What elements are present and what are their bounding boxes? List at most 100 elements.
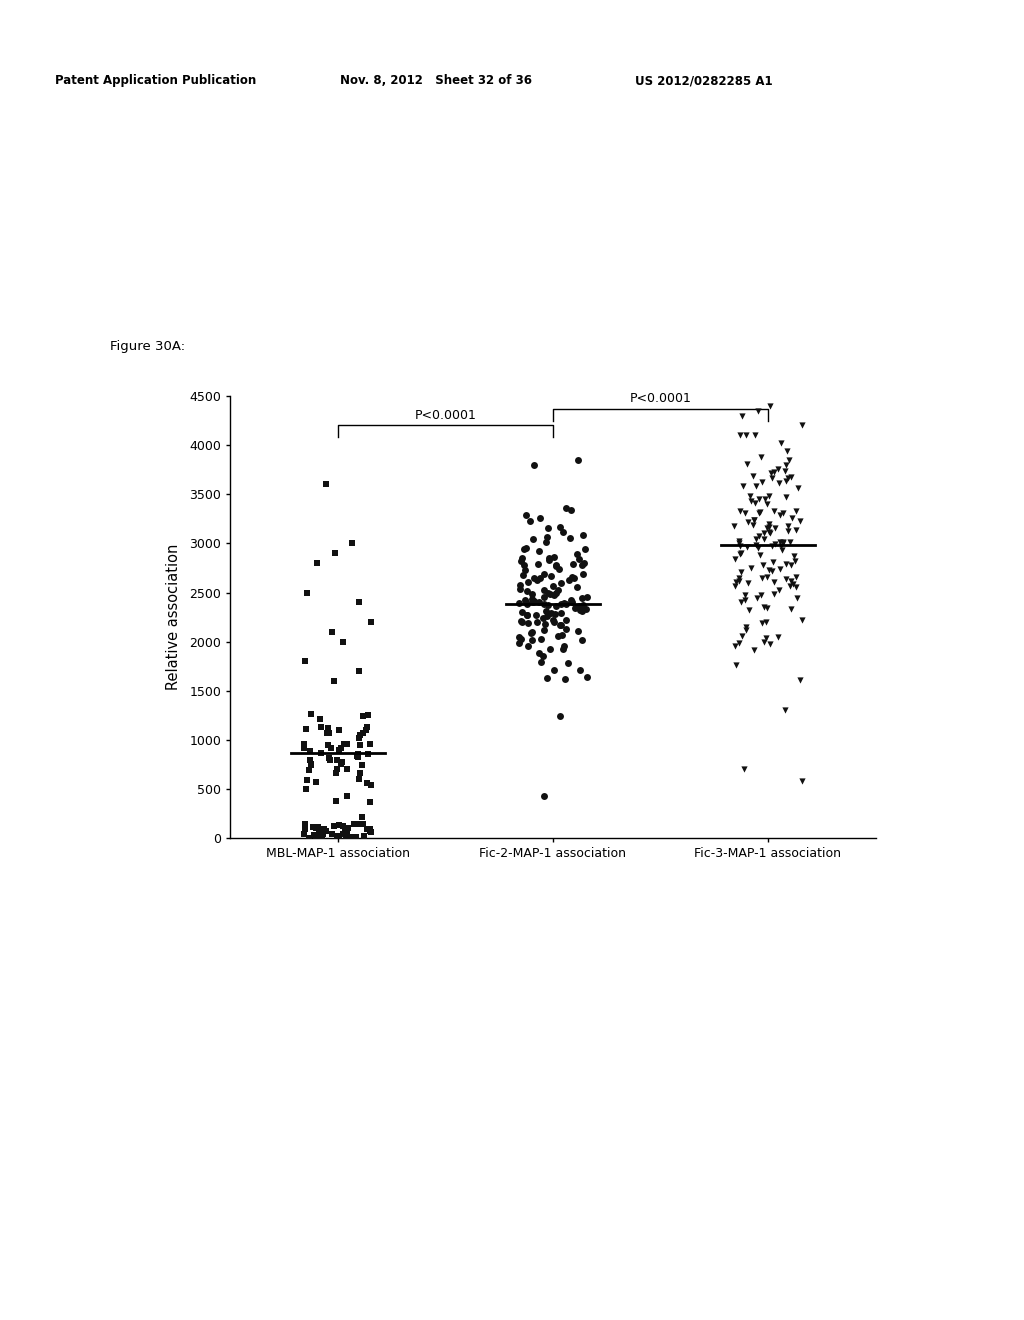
Point (339, 817, 355, 838)
Point (307, 825, 324, 846)
Point (519, 581, 536, 602)
Point (556, 593, 572, 614)
Point (764, 561, 780, 582)
Point (350, 660, 367, 681)
Point (786, 550, 803, 572)
Point (757, 488, 773, 510)
Point (772, 433, 788, 454)
Point (733, 562, 750, 583)
Point (538, 601, 554, 622)
Point (748, 535, 764, 556)
Point (762, 523, 778, 544)
Point (310, 822, 327, 843)
Point (297, 818, 313, 840)
Point (540, 605, 556, 626)
Point (323, 738, 339, 759)
Point (524, 583, 541, 605)
Point (326, 671, 342, 692)
Point (739, 453, 756, 474)
Point (733, 591, 750, 612)
Point (315, 818, 332, 840)
Point (302, 750, 318, 771)
Point (321, 747, 337, 768)
Point (554, 624, 570, 645)
Point (528, 611, 545, 632)
Point (353, 807, 370, 828)
Point (344, 533, 360, 554)
Point (787, 500, 804, 521)
Point (777, 470, 794, 491)
Point (514, 546, 530, 568)
Point (744, 513, 761, 535)
Point (756, 631, 772, 652)
Point (754, 471, 770, 492)
Point (770, 459, 786, 480)
Point (775, 532, 792, 553)
Point (771, 504, 787, 525)
Point (579, 667, 595, 688)
Point (759, 517, 775, 539)
Point (727, 635, 743, 656)
Point (558, 498, 574, 519)
Point (534, 651, 550, 672)
Point (761, 558, 777, 579)
Point (778, 554, 795, 576)
Point (322, 750, 338, 771)
Point (351, 734, 368, 755)
Point (308, 771, 325, 792)
Point (578, 598, 594, 619)
Point (783, 570, 800, 591)
Point (733, 543, 750, 564)
Point (524, 622, 541, 643)
Point (764, 536, 780, 557)
Point (511, 579, 527, 601)
Point (517, 560, 534, 581)
Point (783, 598, 800, 619)
Point (360, 743, 377, 764)
Point (543, 565, 559, 586)
Point (358, 772, 375, 793)
Point (361, 820, 378, 841)
Text: P<0.0001: P<0.0001 (630, 392, 691, 405)
Point (522, 511, 539, 532)
Point (306, 825, 323, 846)
Point (339, 734, 355, 755)
Point (766, 572, 782, 593)
Point (766, 500, 782, 521)
Point (755, 554, 771, 576)
Point (742, 491, 759, 512)
Point (308, 553, 325, 574)
Point (358, 719, 375, 741)
Point (531, 591, 548, 612)
Point (788, 566, 805, 587)
Point (736, 585, 753, 606)
Point (563, 591, 580, 612)
Point (790, 478, 806, 499)
Point (309, 825, 326, 846)
Point (550, 579, 566, 601)
Point (335, 824, 351, 845)
Point (553, 572, 569, 593)
Point (321, 734, 337, 755)
Point (794, 609, 810, 630)
Point (329, 750, 345, 771)
Point (735, 759, 752, 780)
Point (512, 574, 528, 595)
Point (516, 539, 532, 560)
Point (343, 826, 359, 847)
Point (536, 609, 552, 630)
Point (748, 475, 764, 496)
Point (764, 467, 780, 488)
Point (308, 817, 325, 838)
Point (745, 510, 762, 531)
Point (770, 627, 786, 648)
Point (745, 640, 762, 661)
Point (512, 550, 528, 572)
Point (573, 601, 590, 622)
Point (566, 568, 583, 589)
Point (516, 554, 532, 576)
Point (740, 599, 757, 620)
Point (360, 705, 377, 726)
Point (331, 741, 347, 762)
Point (731, 632, 748, 653)
